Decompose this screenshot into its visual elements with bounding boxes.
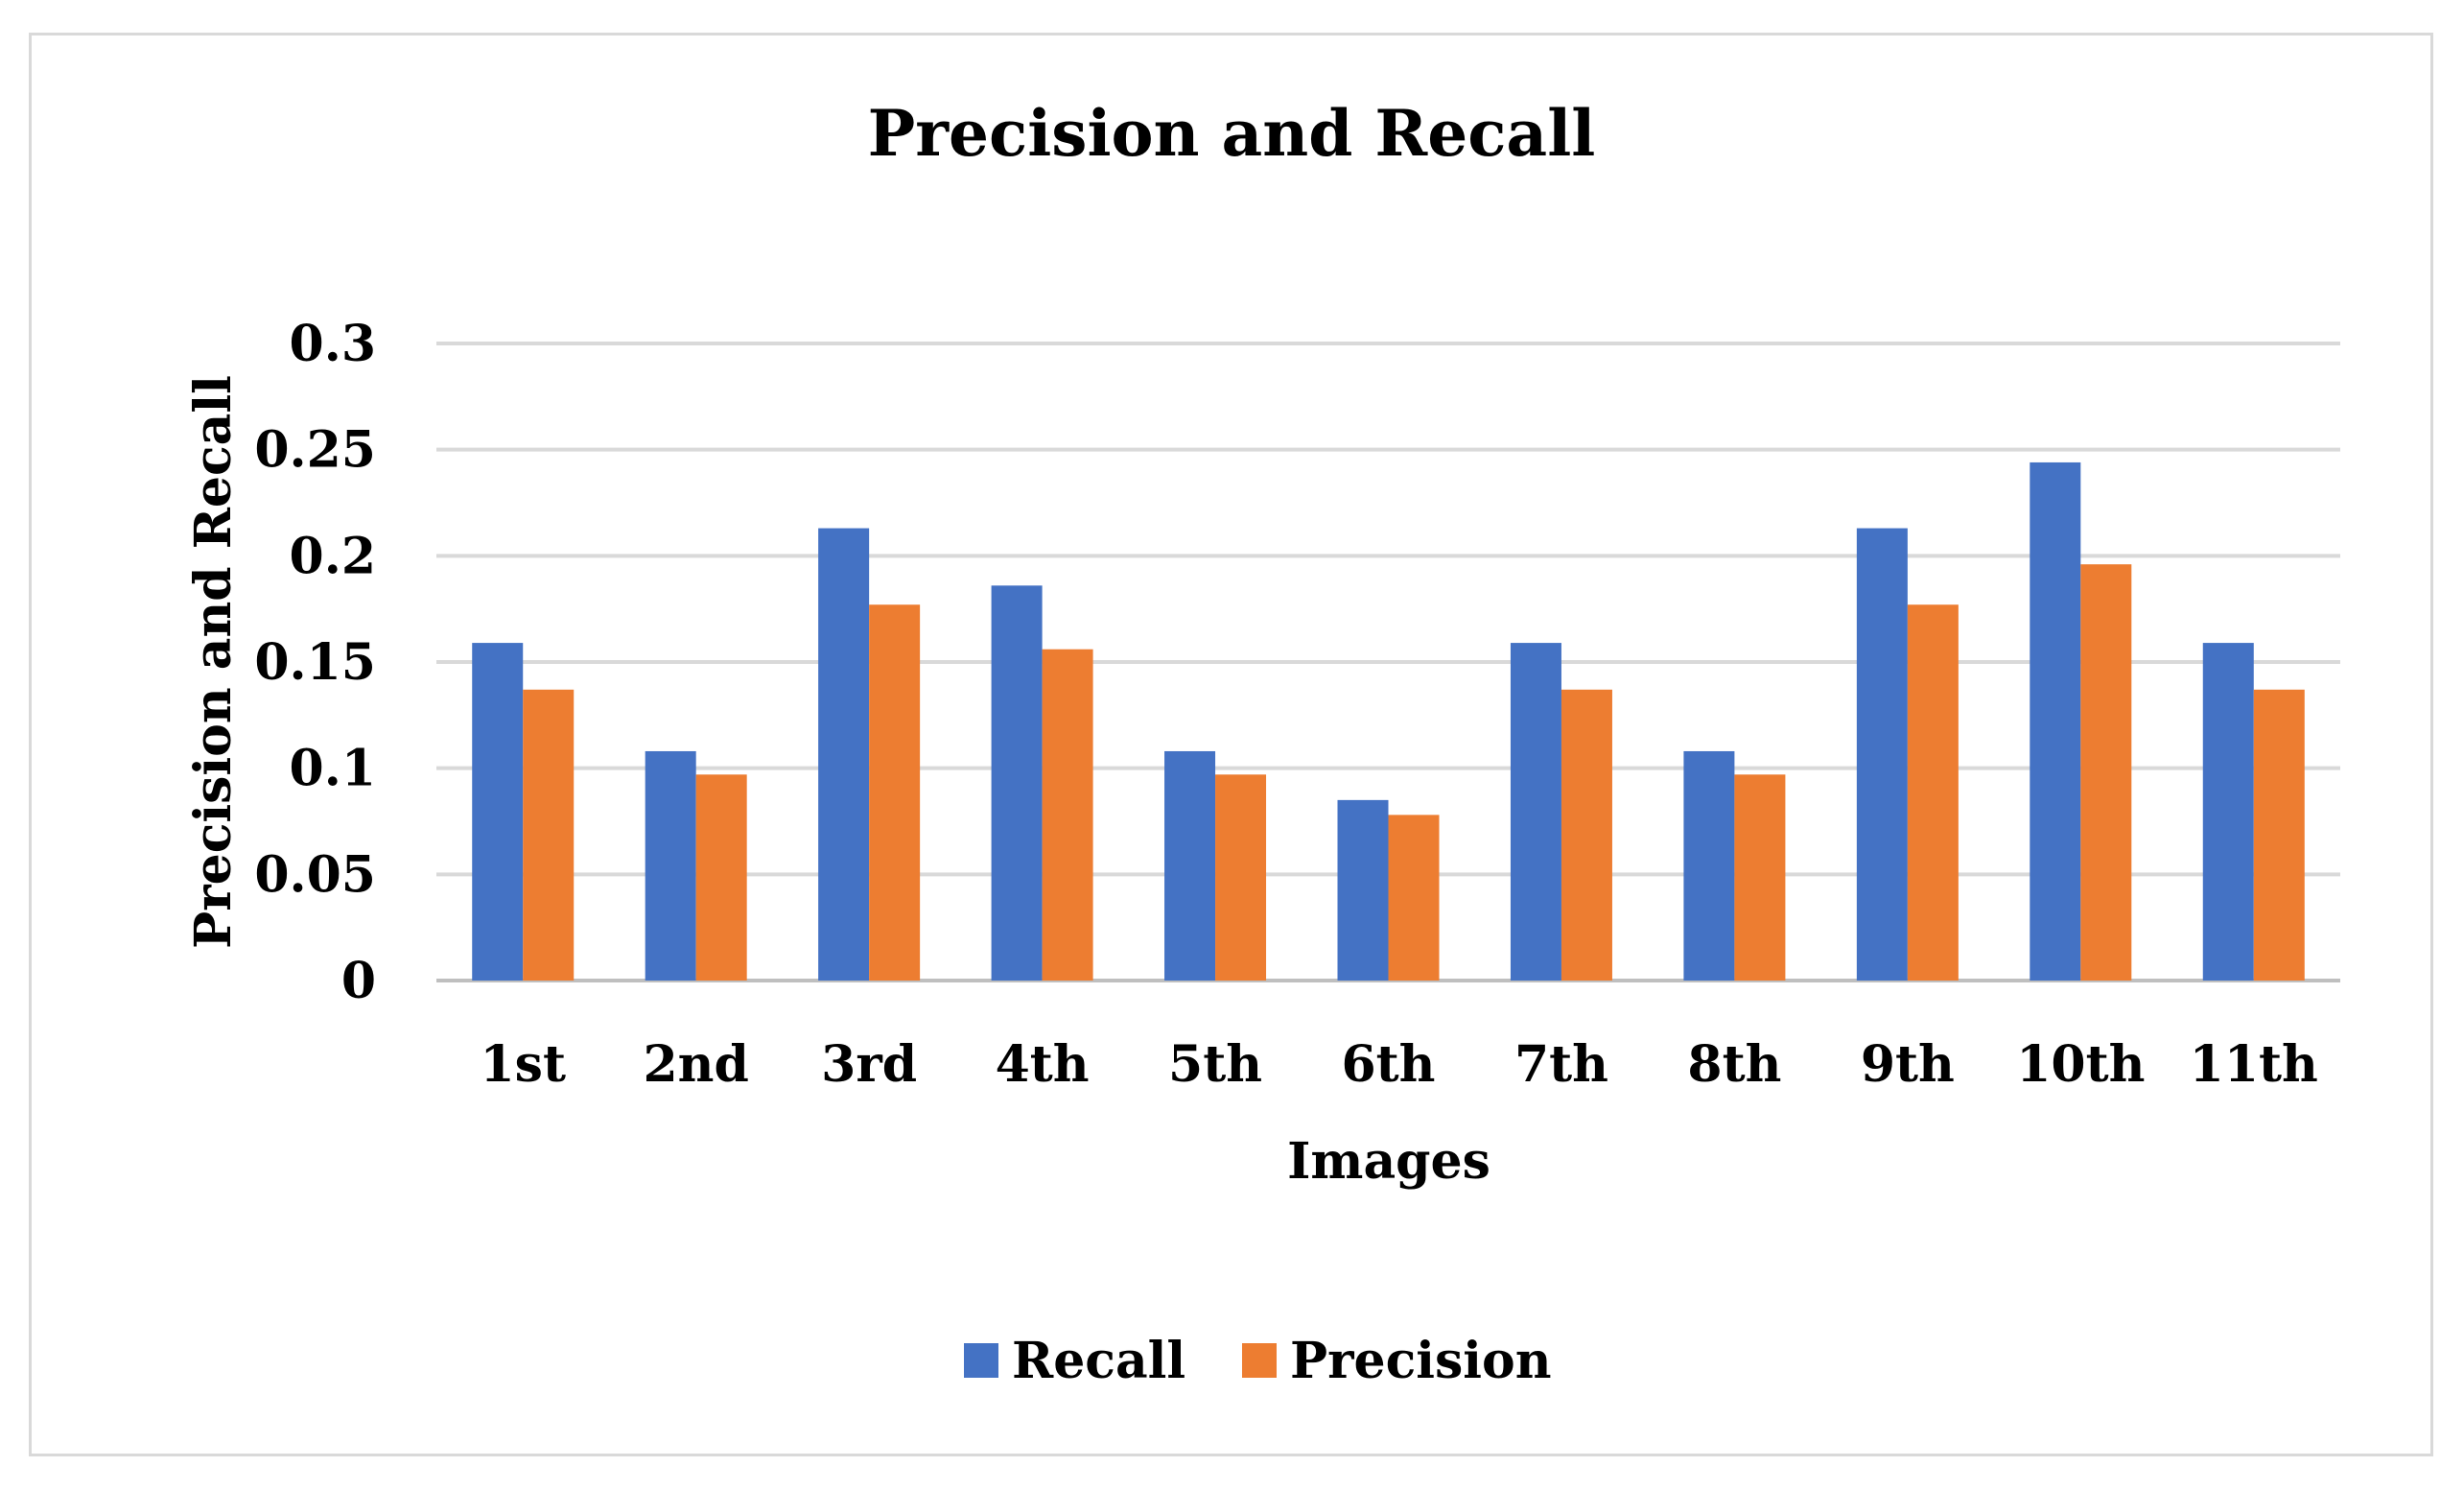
bar-precision-5th [1215,774,1267,981]
bar-precision-7th [1561,689,1612,981]
x-tick-label: 7th [1514,1035,1608,1094]
chart-title: Precision and Recall [868,96,1596,171]
bar-precision-11th [2253,689,2305,981]
legend-swatch-precision [1242,1343,1277,1378]
bar-recall-10th [2030,461,2081,981]
bars [472,461,2305,981]
bar-recall-7th [1510,643,1561,981]
x-tick-label: 10th [2016,1035,2145,1094]
gridlines [436,342,2340,982]
y-tick-label: 0.3 [290,315,376,373]
y-tick-label: 0.25 [254,421,376,480]
bar-recall-1st [472,643,524,981]
bar-recall-2nd [645,750,696,981]
x-tick-label: 3rd [821,1035,917,1094]
bar-precision-10th [2080,564,2132,981]
y-tick-label: 0.05 [254,845,376,904]
bar-precision-2nd [695,774,747,981]
x-tick-label: 8th [1687,1035,1781,1094]
bar-precision-3rd [869,604,921,981]
bar-recall-3rd [818,528,870,981]
legend-swatch-recall [964,1343,998,1378]
x-tick-label: 1st [480,1035,565,1094]
x-tick-label: 6th [1341,1035,1435,1094]
x-tick-label: 11th [2190,1035,2318,1094]
x-tick-label: 4th [996,1035,1090,1094]
bar-precision-8th [1734,774,1786,981]
bar-recall-6th [1337,799,1389,981]
y-tick-label: 0.2 [290,527,376,585]
y-tick-label: 0 [341,952,376,1010]
bar-recall-8th [1683,750,1735,981]
x-axis-label: Images [1287,1132,1490,1191]
y-axis-label: Precision and Recall [184,375,243,949]
bar-precision-6th [1388,815,1440,981]
bar-recall-5th [1164,750,1216,981]
legend-label-precision: Precision [1290,1332,1552,1390]
bar-recall-9th [1856,528,1908,981]
bar-recall-11th [2202,643,2254,981]
legend-label-recall: Recall [1012,1332,1185,1390]
y-tick-label: 0.1 [290,740,376,798]
x-axis-ticks: 1st 2nd 3rd 4th 5th 6th 7th 8th 9th 10th 11th [480,1035,2317,1094]
bar-precision-4th [1042,649,1093,981]
bar-recall-4th [991,585,1043,981]
x-tick-label: 2nd [644,1035,749,1094]
legend: Recall Precision [964,1332,1552,1390]
y-tick-label: 0.15 [254,633,376,692]
bar-precision-1st [523,689,575,981]
y-axis-ticks: 0 0.05 0.1 0.15 0.2 0.25 0.3 [254,315,376,1010]
x-tick-label: 9th [1861,1035,1955,1094]
bar-precision-9th [1907,604,1959,981]
x-tick-label: 5th [1168,1035,1262,1094]
